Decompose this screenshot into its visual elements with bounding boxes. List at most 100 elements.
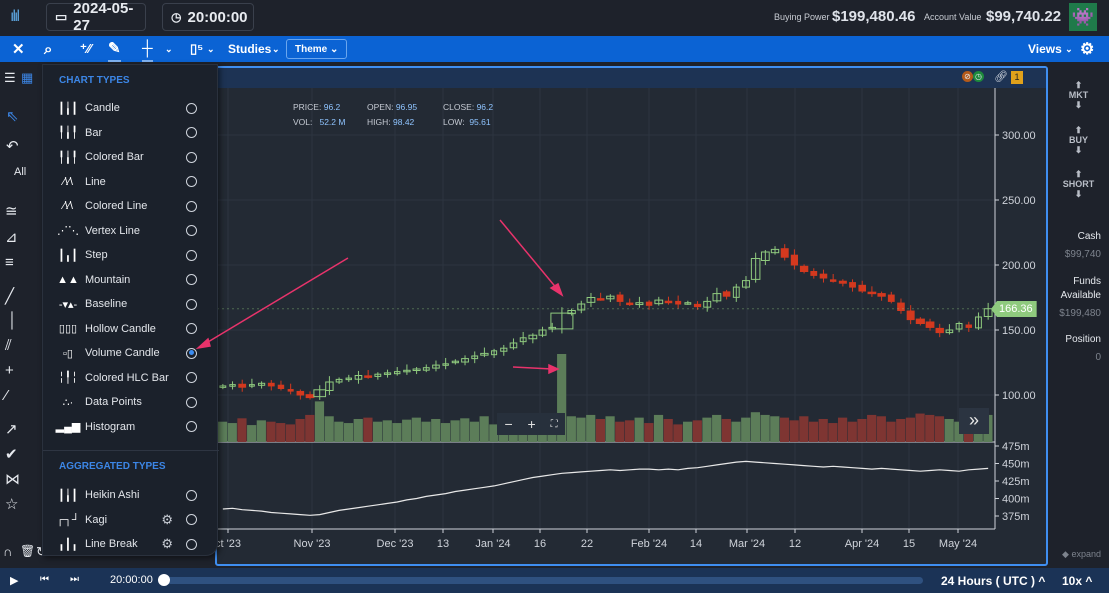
radio-button[interactable] [186,102,197,114]
chart-type-histogram[interactable]: ▂▄▆ Histogram [43,416,219,438]
radio-button[interactable] [186,200,197,212]
chart-type-mountain[interactable]: ▲▲ Mountain [43,269,219,291]
radio-button[interactable] [186,538,197,550]
date-picker[interactable]: ▭ 2024-05-27 [46,0,146,34]
crosshair-icon[interactable]: ┼ [142,36,153,62]
short-button[interactable]: ⬆ SHORT ⬇ [1062,169,1095,199]
market-order-button[interactable]: ⬆ MKT ⬇ [1068,80,1089,110]
radio-button[interactable] [186,323,197,334]
radio-button[interactable] [186,489,197,501]
bowtie-tool-icon[interactable]: ⋈ [5,471,20,488]
radio-button[interactable] [186,225,197,236]
chart-type-kagi[interactable]: ┌┐┘ Kagi ⚙ [43,509,219,531]
chart-type-colored-bar[interactable]: ╿╽╿ Colored Bar [43,146,219,168]
volume-bar [954,421,964,442]
step-back-icon[interactable]: ⏮ [40,574,49,585]
check-tool-icon[interactable]: ✔ [5,446,18,463]
chart-type-colored-hlc-bar[interactable]: ╎╿╎ Colored HLC Bar [43,367,219,389]
gear-icon[interactable]: ⚙ [161,536,173,551]
open-label: OPEN: [367,102,394,112]
chart-type-volume-candle[interactable]: ▫▯ Volume Candle [43,342,219,364]
chart-type-data-points[interactable]: ∴· Data Points [43,391,219,413]
chart-type-bar[interactable]: ╿╽╿ Bar [43,122,219,144]
chart-type-icon[interactable]: ▯⁵ [190,41,204,56]
chart-type-line-break[interactable]: ╻┃╻ Line Break ⚙ [43,533,219,555]
channel-tool-icon[interactable]: ⫽ [5,337,12,354]
segment-tool-icon[interactable]: ⁄ [5,387,8,404]
interval-select[interactable]: 24 Hours ( UTC ) ^ [941,574,1046,588]
gann-tool-icon[interactable]: ⊿ [5,229,18,246]
chart-type-hollow-candle[interactable]: ▯▯▯ Hollow Candle [43,318,219,340]
grid-view-icon[interactable]: ▦ [21,70,34,85]
undo-icon[interactable]: ↶ [6,138,19,155]
chart-type-colored-line[interactable]: ⁄\⁄\ Colored Line [43,195,219,217]
radio-button[interactable] [186,421,197,432]
chevron-down-icon[interactable]: ⌄ [165,43,173,54]
levels-tool-icon[interactable]: ≡ [5,254,14,271]
zoom-out-icon[interactable]: − [504,416,513,432]
magnet-icon[interactable]: ∩ [3,544,13,559]
search-icon[interactable]: ⌕ [44,40,53,58]
link-icon[interactable]: 🔗︎ [994,71,1008,83]
cash-label: Cash [1077,231,1101,242]
chart-type-vertex-line[interactable]: ⋰⋱ Vertex Line [43,220,219,242]
chart-type-heikin-ashi[interactable]: ┃╽┃ Heikin Ashi [43,484,219,506]
chart-type-step[interactable]: ┃╻┃ Step [43,244,219,266]
buy-button[interactable]: ⬆ BUY ⬇ [1068,125,1088,155]
add-comparison-icon[interactable]: ⁺⁄⁄ [80,41,92,56]
crosshair-tool-icon[interactable]: + [5,362,14,379]
fib-tool-icon[interactable]: ≅ [5,203,18,220]
reset-icon[interactable]: ↻ [36,544,47,560]
settings-gear-icon[interactable]: ⚙ [1080,41,1095,58]
trash-icon[interactable]: 🗑 [20,544,36,558]
draw-pencil-icon[interactable]: ✎ [108,36,121,62]
radio-button[interactable] [186,372,197,383]
chevron-down-icon[interactable]: ⌄ [272,43,280,54]
tool-filter-select[interactable]: All [14,166,27,178]
radio-button[interactable] [186,127,197,138]
radio-button[interactable] [186,347,197,359]
candle-body [906,310,915,321]
zoom-in-icon[interactable]: + [527,416,536,432]
radio-button[interactable] [186,396,197,408]
time-picker[interactable]: ◷ 20:00:00 [162,3,254,31]
studies-button[interactable]: Studies [228,42,272,56]
star-tool-icon[interactable]: ☆ [5,496,19,513]
step-forward-icon[interactable]: ⏭ [70,574,79,585]
candle-body [219,385,227,388]
user-avatar[interactable]: 👾 [1069,3,1097,31]
clock-status-icon[interactable]: ◷ [973,71,984,82]
speed-select[interactable]: 10x ^ [1062,574,1093,588]
vertical-line-icon[interactable]: │ [8,312,18,329]
close-icon[interactable]: ✕ [12,41,25,58]
price-chart[interactable]: 300.00 250.00 200.00 150.00 100.00 475m 450m 42… [217,88,1046,564]
link-group-badge[interactable]: 1 [1011,71,1023,84]
chevron-down-icon[interactable]: ⌄ [207,43,215,54]
radio-button[interactable] [186,514,197,525]
gear-icon[interactable]: ⚙ [161,511,173,527]
chart-type-line[interactable]: ⁄\⁄\ Line [43,171,219,193]
chart-type-baseline[interactable]: -▾▴- Baseline [43,293,219,315]
line-tool-icon[interactable]: ╱ [5,288,15,305]
radio-button[interactable] [186,298,197,310]
list-view-icon[interactable]: ☰ [4,70,16,85]
play-icon[interactable]: ▶ [10,575,19,587]
arrow-tool-icon[interactable]: ↗ [5,421,18,438]
fullscreen-icon[interactable]: ⛶ [550,418,558,430]
chart-type-candle[interactable]: ┃╽┃ Candle [43,97,219,119]
playback-slider-handle[interactable] [158,574,170,586]
scroll-to-end-button[interactable]: » [959,408,989,434]
expand-button[interactable]: ◆ expand [1062,549,1101,559]
playback-slider[interactable] [158,574,923,586]
radio-button[interactable] [186,151,197,163]
pointer-icon[interactable]: ⇖ [6,108,19,125]
views-button[interactable]: Views ⌄ [1028,42,1073,56]
radio-button[interactable] [186,249,197,261]
radio-button[interactable] [186,176,197,187]
candle-body [509,342,518,349]
volume-bar [382,420,392,442]
disabled-status-icon[interactable]: ⊘ [962,71,973,82]
menu-divider [43,450,219,451]
radio-button[interactable] [186,274,197,285]
theme-button[interactable]: Theme ⌄ [286,39,348,59]
